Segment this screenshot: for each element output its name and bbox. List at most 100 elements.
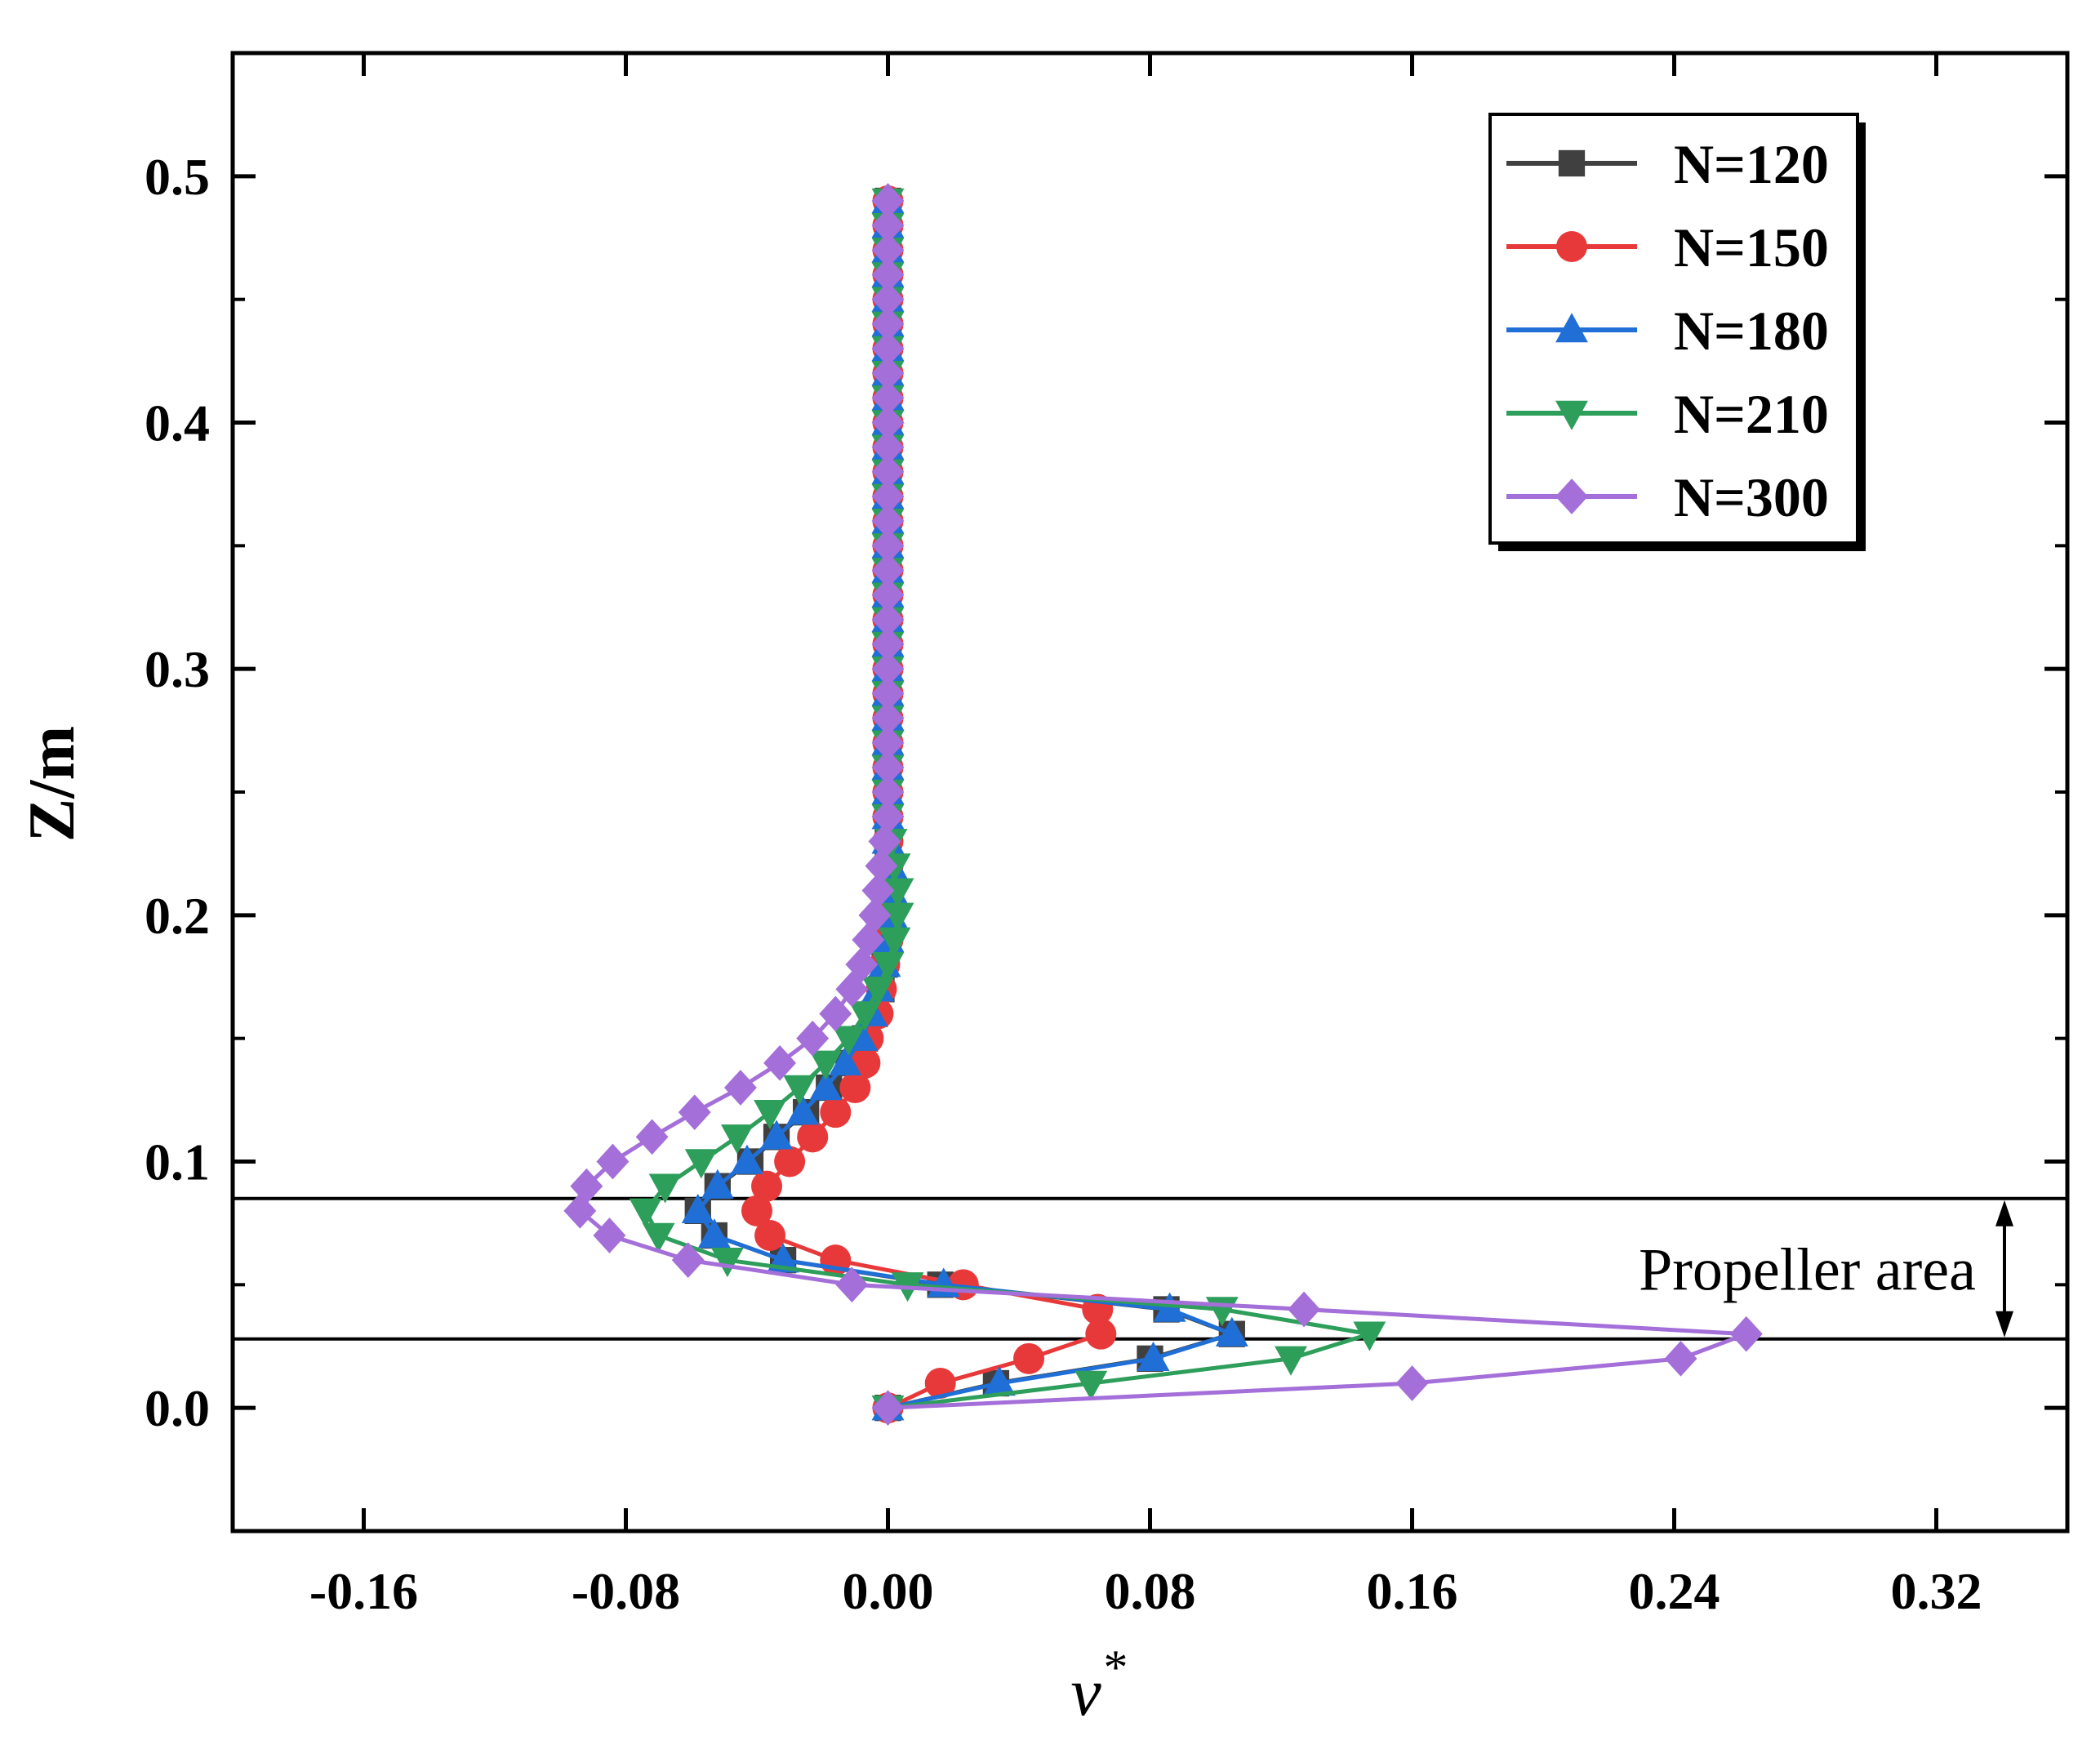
data-point xyxy=(982,1366,1016,1396)
legend-item: N=150 xyxy=(1506,216,1829,278)
data-point xyxy=(835,1266,869,1303)
legend-item: N=120 xyxy=(1506,133,1829,195)
data-point xyxy=(871,528,905,564)
legend-marker xyxy=(1555,479,1588,514)
legend-label: N=180 xyxy=(1674,300,1829,362)
x-tick-label: 0.08 xyxy=(1105,1562,1196,1620)
legend-marker xyxy=(1555,313,1588,343)
data-point xyxy=(809,1050,843,1080)
propeller-arrow-down xyxy=(1995,1311,2013,1338)
x-tick-label: 0.00 xyxy=(843,1562,934,1620)
x-axis-title-superscript: * xyxy=(1101,1640,1126,1694)
data-point xyxy=(865,848,898,884)
data-point xyxy=(861,977,895,1007)
data-point xyxy=(871,799,905,835)
x-tick-label: -0.08 xyxy=(572,1562,680,1620)
data-point xyxy=(871,1390,905,1427)
data-point xyxy=(871,429,905,465)
data-point xyxy=(642,1222,675,1253)
data-point xyxy=(1137,1341,1170,1372)
data-point xyxy=(924,1368,956,1399)
data-point xyxy=(871,576,905,613)
data-point xyxy=(1353,1321,1386,1351)
data-point xyxy=(858,897,892,933)
data-point xyxy=(648,1173,682,1204)
data-point xyxy=(723,1070,757,1106)
propeller-arrow-up xyxy=(1995,1200,2013,1226)
data-point xyxy=(1074,1370,1108,1400)
data-point xyxy=(629,1198,662,1228)
data-point xyxy=(751,1170,783,1202)
series-group xyxy=(563,183,1763,1427)
legend-item: N=210 xyxy=(1506,383,1829,445)
data-point xyxy=(871,626,905,662)
data-point xyxy=(871,479,905,514)
data-point xyxy=(681,1193,714,1224)
legend-label: N=120 xyxy=(1674,133,1829,195)
data-point xyxy=(563,1192,597,1229)
data-point xyxy=(819,995,852,1032)
data-point xyxy=(871,749,905,786)
data-point xyxy=(829,1045,862,1076)
data-point xyxy=(871,675,905,712)
data-point xyxy=(796,1020,830,1057)
series-line xyxy=(643,201,1372,1410)
data-point xyxy=(871,183,905,219)
data-point xyxy=(871,453,905,490)
data-point xyxy=(820,1097,852,1128)
data-point xyxy=(871,774,905,810)
data-point xyxy=(871,724,905,761)
x-tick-label: 0.24 xyxy=(1629,1562,1720,1620)
data-point xyxy=(760,1120,794,1150)
data-point xyxy=(852,922,885,958)
legend-label: N=210 xyxy=(1674,383,1829,445)
data-point xyxy=(871,232,905,269)
data-point xyxy=(839,1072,871,1103)
data-point xyxy=(671,1242,705,1279)
x-tick-label: 0.16 xyxy=(1367,1562,1458,1620)
data-point xyxy=(570,1168,603,1204)
data-point xyxy=(1013,1342,1045,1374)
legend-item: N=300 xyxy=(1506,466,1829,528)
y-tick-label: 0.5 xyxy=(145,148,210,206)
y-tick-label: 0.4 xyxy=(145,394,210,452)
y-tick-label: 0.3 xyxy=(145,640,210,698)
propeller-band xyxy=(233,1196,2067,1341)
data-point xyxy=(1395,1365,1429,1401)
data-point xyxy=(861,872,895,909)
data-point xyxy=(754,1220,786,1251)
legend-item: N=180 xyxy=(1506,300,1829,362)
data-point xyxy=(809,1071,843,1101)
data-point xyxy=(1729,1315,1763,1352)
axes: -0.16 -0.08 0.00 0.08 0.16 0.24 0.32 0.0 0.1 0.2 0… xyxy=(145,51,2067,1620)
y-axis-title: Z/m xyxy=(16,726,88,842)
data-point xyxy=(783,1075,816,1105)
data-point xyxy=(786,1095,820,1125)
series-n-150 xyxy=(741,185,1117,1424)
data-point xyxy=(871,355,905,392)
data-point xyxy=(684,1149,718,1179)
propeller-annotation: Propeller area xyxy=(1639,1237,1976,1304)
data-point xyxy=(720,1124,754,1155)
series-n-300 xyxy=(563,183,1763,1427)
series-n-210 xyxy=(629,188,1386,1426)
data-point xyxy=(868,823,901,860)
data-point xyxy=(871,256,905,293)
data-point xyxy=(871,700,905,737)
y-tick-label: 0.0 xyxy=(145,1379,210,1437)
series-line xyxy=(754,201,1103,1410)
data-point xyxy=(871,404,905,441)
data-point xyxy=(832,1026,865,1056)
data-point xyxy=(871,331,905,367)
data-point xyxy=(763,1044,797,1081)
x-tick-label: -0.16 xyxy=(309,1562,418,1620)
data-point xyxy=(710,1247,744,1278)
data-point xyxy=(731,1144,763,1174)
data-point xyxy=(1664,1340,1697,1377)
data-point xyxy=(774,1146,806,1177)
data-point xyxy=(878,927,911,957)
data-point xyxy=(797,1121,829,1153)
data-point xyxy=(871,651,905,688)
